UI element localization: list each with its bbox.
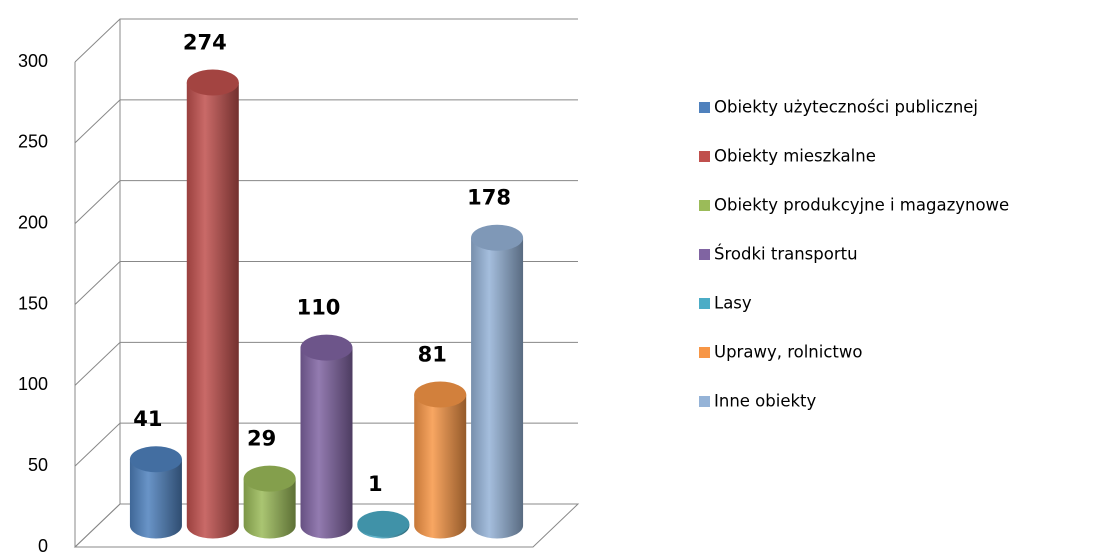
value-label: 110 (297, 296, 341, 320)
cylinder-body (129, 459, 182, 539)
cylinder-body (300, 347, 353, 539)
cylinder-top (471, 224, 524, 251)
legend-label: Inne obiekty (714, 392, 817, 411)
cylinder-body (471, 237, 524, 539)
value-label: 274 (183, 31, 227, 55)
y-tick-label: 200 (18, 212, 48, 232)
y-tick-label: 50 (28, 455, 48, 475)
y-tick-label: 150 (18, 293, 48, 313)
legend-label: Uprawy, rolnictwo (714, 343, 862, 362)
y-tick-label: 100 (18, 374, 48, 394)
cylinder-top (414, 381, 467, 408)
legend-swatch (699, 249, 710, 260)
value-label: 178 (467, 186, 511, 210)
legend-label: Obiekty produkcyjne i magazynowe (714, 196, 1009, 215)
value-label: 29 (247, 427, 276, 451)
y-tick-label: 300 (18, 51, 48, 71)
legend-swatch (699, 102, 710, 113)
y-tick-label: 250 (18, 132, 48, 152)
cylinder-body (243, 478, 296, 539)
grid-line (74, 180, 578, 225)
value-label: 81 (418, 343, 447, 367)
cylinder-top (300, 334, 353, 361)
legend-swatch (699, 298, 710, 309)
legend-swatch (699, 396, 710, 407)
value-label: 1 (368, 472, 383, 496)
legend-label: Lasy (714, 294, 752, 313)
grid-line (74, 261, 578, 305)
cylinder-body (414, 394, 467, 539)
value-label: 41 (133, 407, 162, 431)
grid-line (74, 341, 578, 386)
grid-line (74, 18, 578, 63)
legend-label: Obiekty użyteczności publicznej (714, 98, 978, 117)
grid-line (74, 99, 578, 144)
legend-label: Obiekty mieszkalne (714, 147, 876, 166)
cylinder-body (186, 82, 239, 539)
legend-label: Środki transportu (714, 245, 858, 264)
cylinder-top (243, 465, 296, 492)
legend-swatch (699, 347, 710, 358)
legend-swatch (699, 151, 710, 162)
y-tick-label: 0 (38, 536, 48, 556)
legend-swatch (699, 200, 710, 211)
cylinder-top (186, 69, 239, 96)
cylinder-top (129, 446, 182, 473)
cylinder-top (357, 510, 410, 537)
